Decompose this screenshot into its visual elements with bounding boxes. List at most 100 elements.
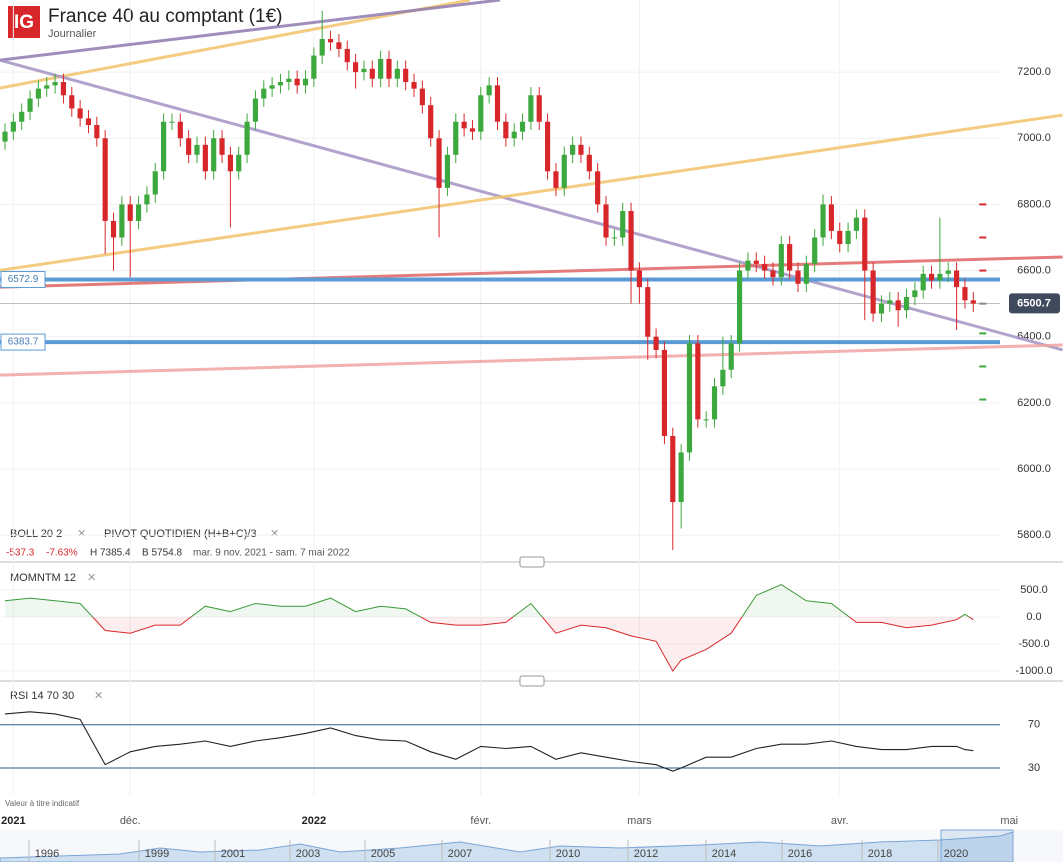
navigator-label: 2018 [868,848,892,860]
candle-body [720,369,726,387]
candle-body [419,88,425,106]
candle-body [812,237,818,264]
candle-body [361,68,367,73]
candle-body [695,343,701,420]
candle-body [928,273,935,281]
x-tick-label: mai [1000,815,1018,827]
candle-body [469,128,476,132]
line-negative [91,616,974,672]
candle-body [394,68,400,79]
candle-body [887,300,893,304]
candle-body [561,154,567,188]
candle-body [461,121,467,129]
candle-body [2,131,8,142]
candle-body [19,111,25,122]
rsi-label[interactable]: RSI 14 70 30 [10,690,74,702]
candle-body [286,78,292,83]
candle-body [378,58,384,79]
candle-body [261,88,267,99]
boll-label[interactable]: BOLL 20 2 [10,528,62,540]
disclaimer: Valeur à titre indicatif [5,799,80,808]
candle-body [161,121,167,172]
level-label-box [0,333,46,351]
candle-body [653,336,659,350]
candle-body [219,138,225,155]
candle-body [311,55,317,79]
navigator-label: 2020 [944,848,968,860]
candle-body [778,244,784,278]
instrument-title[interactable]: France 40 au comptant (1€) [48,6,282,27]
candle-body [845,230,851,245]
candle-body [411,82,417,89]
navigator-window[interactable] [940,829,1014,862]
level-label-box [0,271,46,289]
candle-body [795,270,801,284]
candle-body [369,68,375,79]
candle-body [85,118,92,126]
last-price-box [1009,293,1060,314]
navigator-label: 2014 [712,848,736,860]
candle-body [10,121,16,132]
period: mar. 9 nov. 2021 - sam. 7 mai 2022 [193,548,350,559]
resize-handle[interactable] [519,556,545,568]
y-tick-label: 70 [1028,719,1040,731]
close-icon[interactable]: ✕ [87,572,96,584]
candle-body [553,171,559,188]
last-price-label: 6500.7 [1017,297,1051,309]
close-icon[interactable]: ✕ [270,528,279,540]
candle-body [35,88,41,99]
candle-body [970,300,976,304]
trend-line [0,255,1063,289]
candle-body [803,263,809,284]
y-tick-label: 6800.0 [1017,198,1051,210]
candle-body [753,260,759,264]
logo: IG [14,12,34,33]
x-tick-label: avr. [831,815,849,827]
candle-body [611,237,617,239]
candle-body [895,300,901,311]
y-tick-label: 6600.0 [1017,264,1051,276]
trend-line [0,0,471,90]
candle-body [386,58,392,79]
resize-handle[interactable] [519,675,545,687]
candle-body [645,287,651,337]
candle-body [119,204,125,238]
candle-body [353,62,359,73]
area-negative [5,616,974,671]
y-tick-label: 6200.0 [1017,397,1051,409]
candle-body [294,78,300,86]
change-pct: -7.63% [46,548,78,559]
navigator-sparkline [0,831,1014,862]
candle-body [494,85,501,122]
candle-body [603,204,609,238]
y-tick-label: 500.0 [1020,584,1048,596]
timeframe[interactable]: Journalier [48,28,97,40]
candle-body [52,82,58,86]
candle-body [77,108,83,119]
candle-body [202,144,208,172]
candle-body [269,85,275,89]
candle-body [912,290,918,298]
candle-body [69,95,75,109]
close-icon[interactable]: ✕ [94,690,103,702]
candle-body [127,204,133,221]
candle-body [686,343,693,453]
y-tick-label: 6000.0 [1017,463,1051,475]
candle-body [453,121,459,155]
momentum-label[interactable]: MOMNTM 12 [10,572,76,584]
candle-body [595,171,601,205]
candle-body [920,273,926,291]
x-tick-label: févr. [470,815,491,827]
candle-body [828,204,834,231]
pivot-label[interactable]: PIVOT QUOTIDIEN (H+B+C)/3 [104,528,257,540]
x-tick-label: déc. [120,815,141,827]
line-positive [4,584,971,617]
close-icon[interactable]: ✕ [77,528,86,540]
candle-body [227,154,233,172]
candle-body [135,204,142,221]
candle-body [962,287,968,301]
x-tick-label: mars [627,815,652,827]
candle-body [820,204,826,238]
candle-body [436,138,442,188]
